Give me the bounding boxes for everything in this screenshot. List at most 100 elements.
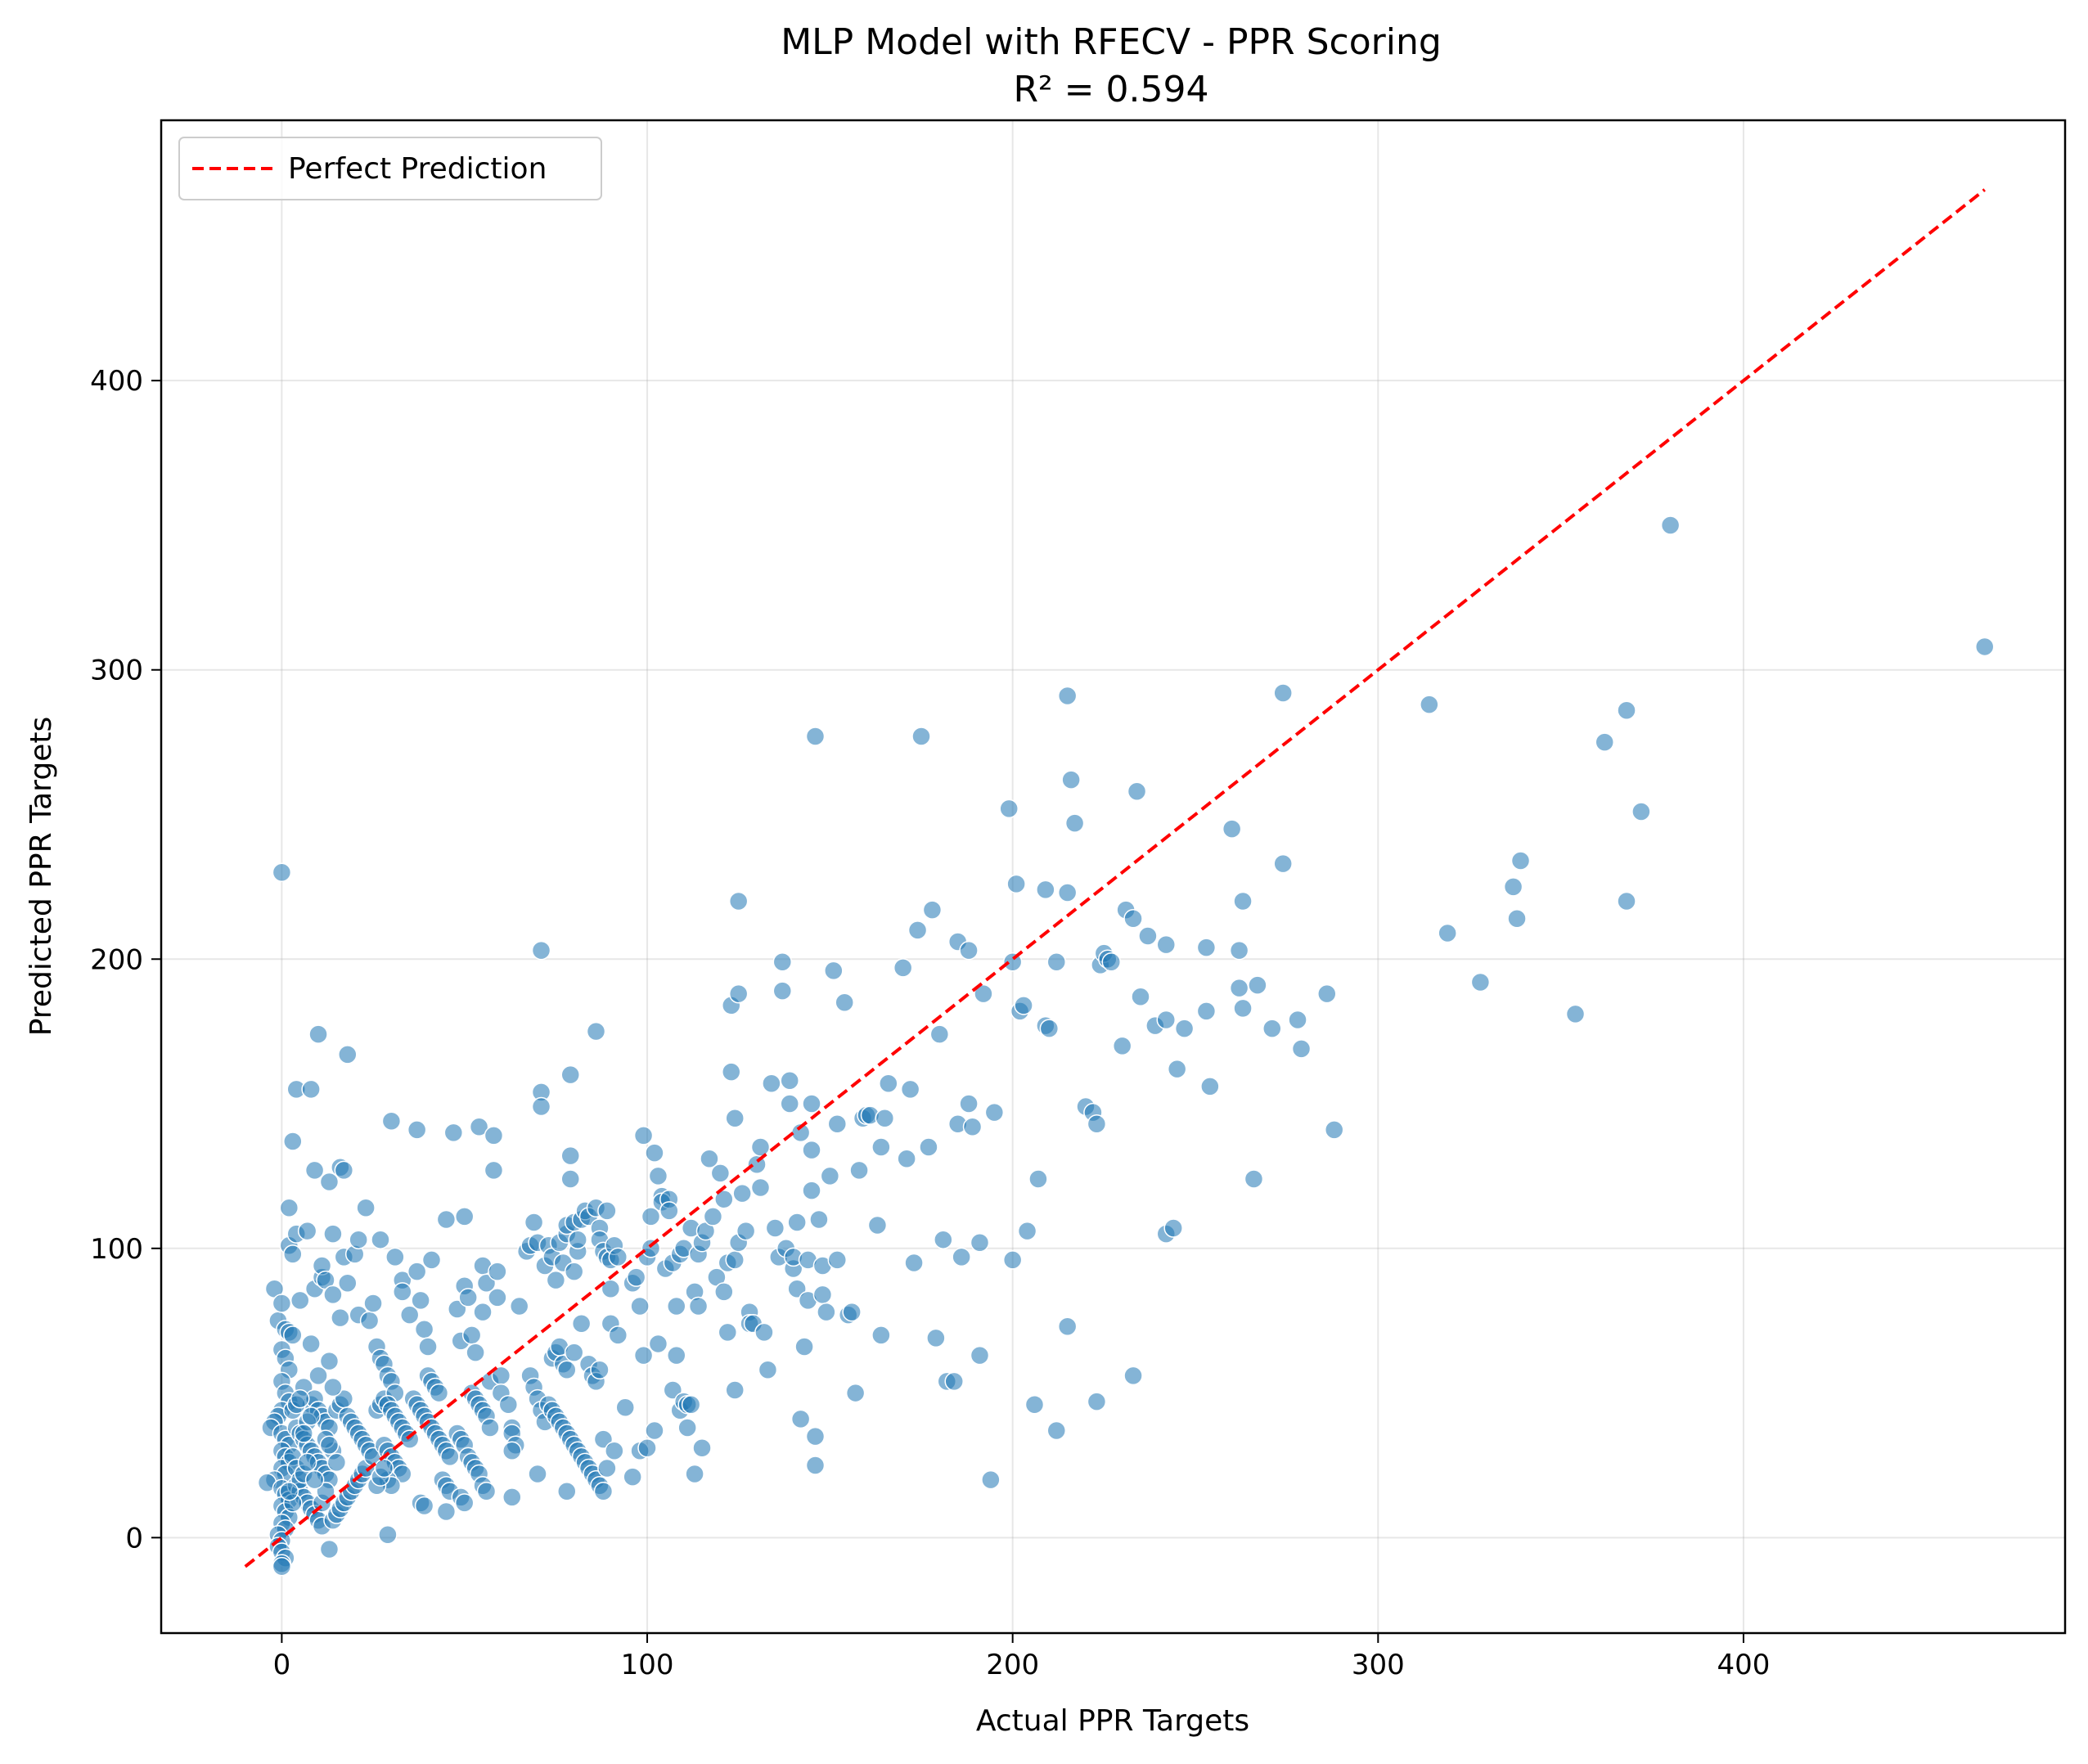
scatter-point [1233, 891, 1253, 911]
scatter-point [728, 983, 749, 1004]
scatter-point [421, 1250, 442, 1270]
scatter-point [692, 1438, 712, 1458]
scatter-point [356, 1198, 376, 1218]
scatter-point [524, 1213, 544, 1232]
scatter-point [597, 1458, 617, 1478]
scatter-point [568, 1230, 587, 1249]
scatter-point [334, 1160, 354, 1181]
scatter-point [1002, 1250, 1023, 1270]
scatter-point [466, 1343, 485, 1362]
scatter-point [374, 1458, 394, 1478]
scatter-point [959, 1094, 979, 1114]
scatter-point [725, 1108, 745, 1128]
scatter-point [323, 1285, 343, 1305]
scatter-point [758, 1360, 778, 1380]
scatter-point [407, 1262, 427, 1281]
scatter-point [411, 1290, 430, 1311]
x-tick-label: 300 [1352, 1649, 1405, 1681]
scatter-point [1510, 851, 1531, 871]
scatter-point [323, 1377, 343, 1397]
scatter-point [283, 1325, 303, 1345]
scatter-point [1324, 1120, 1344, 1140]
scatter-point [590, 1360, 610, 1380]
scatter-point [601, 1279, 621, 1299]
scatter-point [809, 1209, 829, 1230]
scatter-point [827, 1114, 848, 1134]
scatter-point [1014, 996, 1033, 1015]
x-tick-label: 400 [1717, 1649, 1771, 1681]
scatter-point [608, 1325, 628, 1345]
scatter-point [338, 1273, 358, 1293]
scatter-point [571, 1313, 592, 1334]
scatter-point [780, 1094, 799, 1114]
scatter-point [272, 1556, 292, 1577]
scatter-point [557, 1360, 577, 1380]
scatter-point [502, 1441, 522, 1461]
scatter-point [531, 1096, 551, 1117]
scatter-point [959, 940, 979, 961]
scatter-point [974, 983, 993, 1004]
scatter-point [710, 1163, 731, 1183]
scatter-point [641, 1207, 661, 1226]
scatter-point [623, 1467, 642, 1487]
y-tick-label: 200 [90, 943, 143, 976]
scatter-point [560, 1064, 580, 1085]
scatter-point [331, 1307, 350, 1328]
scatter-point [615, 1397, 635, 1417]
scatter-point [842, 1302, 862, 1322]
scatter-point [802, 1140, 821, 1160]
scatter-point [1660, 515, 1681, 535]
scatter-point [1565, 1004, 1586, 1024]
scatter-point [1438, 923, 1457, 943]
scatter-point [725, 1250, 745, 1270]
scatter-point [1017, 1221, 1037, 1241]
scatter-point [633, 1126, 654, 1145]
scatter-point [1273, 853, 1293, 874]
scatter-point [827, 1250, 848, 1270]
scatter-point [893, 958, 913, 978]
scatter-point [560, 1169, 580, 1189]
scatter-point [817, 1302, 836, 1322]
scatter-point [718, 1322, 738, 1343]
scatter-point [480, 1418, 500, 1438]
scatter-point [304, 1160, 325, 1181]
scatter-points [257, 515, 1995, 1577]
scatter-point [762, 1073, 781, 1094]
scatter-point [922, 900, 943, 920]
scatter-point [934, 1230, 953, 1249]
scatter-point [780, 1070, 799, 1091]
scatter-point [728, 891, 749, 911]
scatter-point [1057, 883, 1078, 902]
y-tick-label: 300 [90, 655, 143, 687]
scatter-point [871, 1137, 891, 1157]
scatter-point [349, 1230, 368, 1249]
scatter-point [772, 952, 793, 972]
scatter-point [1046, 952, 1067, 972]
scatter-point [849, 1160, 869, 1181]
x-tick-label: 100 [621, 1649, 674, 1681]
scatter-point [319, 1435, 340, 1455]
scatter-point [418, 1337, 438, 1357]
scatter-point [1127, 781, 1147, 801]
scatter-point [461, 1325, 482, 1345]
scatter-point [359, 1311, 380, 1330]
scatter-point [1138, 926, 1158, 946]
scatter-point [1064, 813, 1085, 833]
scatter-point [1046, 1420, 1067, 1441]
scatter-point [648, 1166, 668, 1186]
scatter-point [1101, 952, 1122, 972]
scatter-point [787, 1213, 807, 1232]
scatter-point [429, 1383, 449, 1403]
scatter-point [637, 1438, 657, 1458]
scatter-point [283, 1244, 303, 1264]
scatter-point [399, 1305, 420, 1325]
scatter-point [805, 1426, 826, 1447]
scatter-point [772, 981, 793, 1001]
scatter-point [1196, 938, 1217, 957]
x-tick-label: 200 [986, 1649, 1039, 1681]
scatter-point [531, 940, 551, 961]
scatter-point [557, 1482, 577, 1501]
scatter-point [608, 1247, 628, 1267]
scatter-point [1507, 909, 1527, 929]
scatter-point [1317, 983, 1337, 1004]
